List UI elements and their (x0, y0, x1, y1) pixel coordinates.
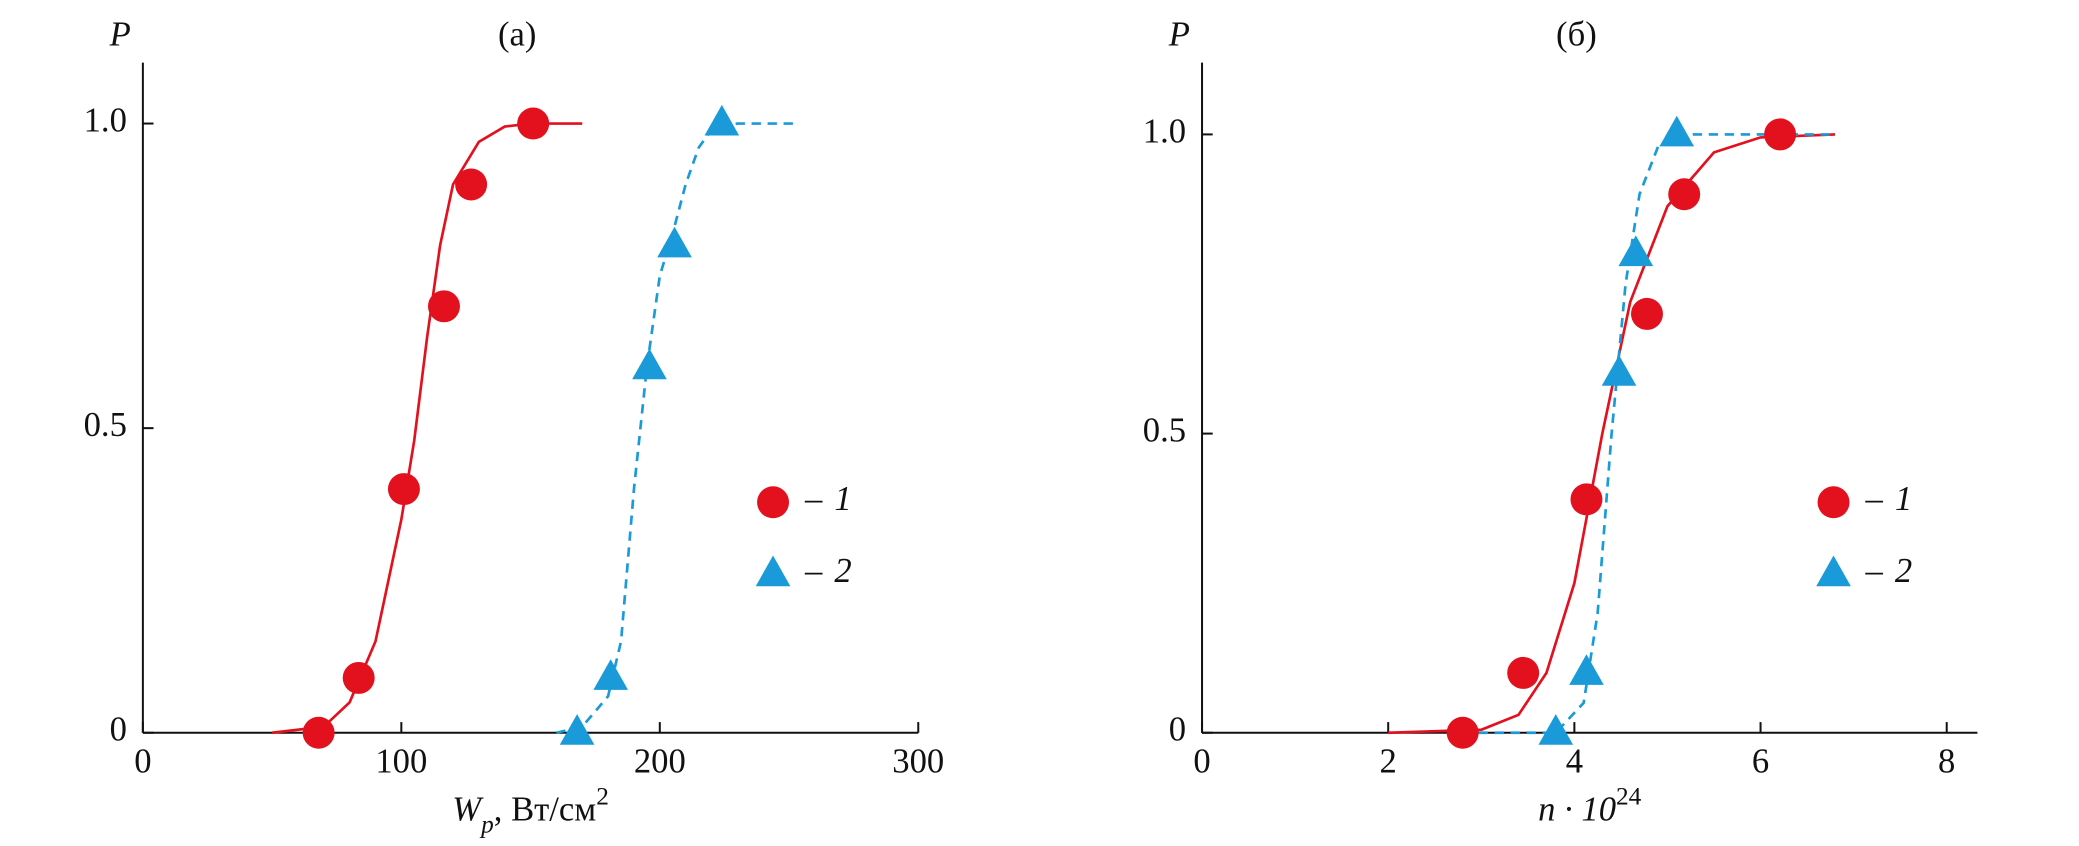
y-tick-label: 1.0 (84, 101, 127, 139)
x-axis-label-part: n · 10 (1538, 791, 1616, 829)
chart-title: (a) (498, 15, 536, 53)
legend-marker (757, 486, 790, 519)
chart-title: (б) (1556, 15, 1597, 53)
legend-label: 1 (1895, 480, 1912, 518)
x-axis-label-part: W (452, 791, 484, 829)
point (657, 226, 692, 258)
fit-curve (556, 122, 795, 735)
point (632, 348, 667, 380)
fit-curve (1388, 133, 1836, 735)
point (387, 473, 420, 506)
point (1659, 115, 1695, 147)
point (1764, 118, 1797, 151)
point (559, 714, 595, 745)
y-tick-label: 0.5 (1143, 412, 1186, 450)
point (1570, 483, 1603, 516)
legend-dash: – (804, 480, 823, 518)
point (1446, 716, 1479, 749)
y-axis-label: P (109, 15, 131, 53)
y-tick-label: 0 (1169, 711, 1186, 749)
point (593, 659, 629, 690)
point (704, 104, 740, 136)
x-tick-label: 2 (1380, 743, 1397, 781)
x-tick-label: 8 (1938, 743, 1955, 781)
point (517, 107, 550, 140)
x-axis-label-part: p (479, 811, 494, 839)
x-tick-label: 100 (375, 743, 427, 781)
x-axis-label-part: 2 (596, 783, 609, 811)
fit-curve (1462, 133, 1836, 735)
legend-label: 2 (1895, 552, 1912, 590)
point (1630, 297, 1663, 330)
point (1668, 178, 1701, 211)
point (1569, 654, 1604, 685)
y-tick-label: 1.0 (1143, 112, 1186, 150)
x-tick-label: 0 (1193, 743, 1210, 781)
x-axis-label: Wp, Вт/см2 (452, 783, 609, 839)
legend-dash: – (804, 552, 823, 590)
x-tick-label: 4 (1566, 743, 1583, 781)
x-tick-label: 0 (134, 743, 151, 781)
point (1507, 656, 1540, 689)
legend-marker (755, 555, 791, 587)
point (302, 716, 335, 749)
x-tick-label: 300 (892, 743, 944, 781)
point (342, 661, 375, 694)
legend-label: 1 (834, 480, 851, 518)
x-tick-label: 6 (1752, 743, 1769, 781)
point (1618, 235, 1654, 267)
point (427, 290, 460, 323)
legend-dash: – (1865, 480, 1884, 518)
x-axis-label-part: 24 (1616, 783, 1642, 811)
legend-label: 2 (834, 552, 851, 590)
x-axis-label-part: , Вт/см (494, 791, 597, 829)
y-axis-label: P (1168, 15, 1190, 53)
point (455, 168, 488, 201)
y-tick-label: 0 (110, 711, 127, 749)
x-tick-label: 200 (634, 743, 686, 781)
legend-marker (1816, 555, 1851, 587)
legend-marker (1817, 486, 1850, 519)
fit-curve (271, 122, 583, 735)
point (1538, 714, 1574, 745)
legend-dash: – (1865, 552, 1884, 590)
x-axis-label: n · 1024 (1538, 783, 1642, 829)
y-tick-label: 0.5 (84, 406, 127, 444)
point (1601, 355, 1637, 386)
